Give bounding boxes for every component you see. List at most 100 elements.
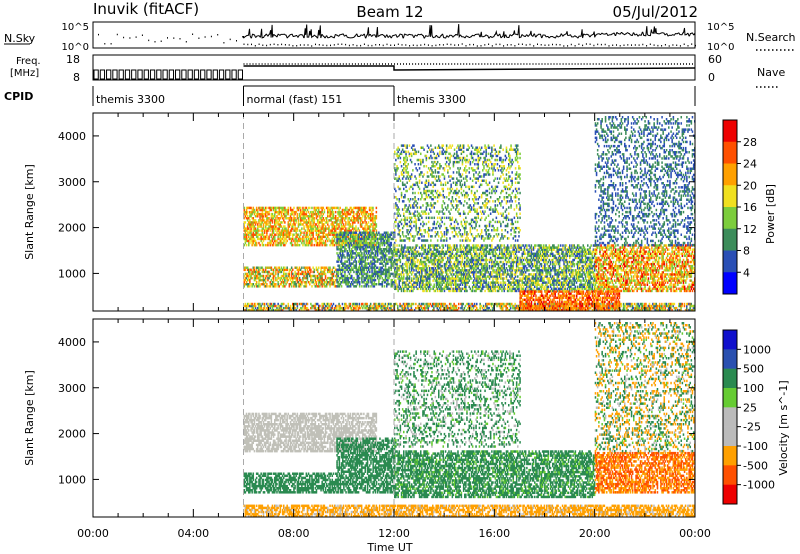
echo-cell bbox=[361, 285, 363, 287]
echo-cell bbox=[456, 267, 458, 269]
echo-cell bbox=[497, 261, 499, 263]
echo-cell bbox=[275, 242, 277, 244]
echo-cell bbox=[340, 252, 342, 254]
echo-cell bbox=[500, 281, 502, 283]
echo-cell bbox=[368, 285, 370, 287]
echo-cell bbox=[441, 265, 443, 267]
echo-cell bbox=[401, 244, 403, 246]
echo-cell bbox=[554, 267, 556, 269]
echo-cell bbox=[292, 273, 294, 275]
echo-cell bbox=[482, 284, 484, 286]
echo-cell bbox=[345, 238, 347, 240]
echo-cell bbox=[379, 244, 381, 246]
echo-cell bbox=[443, 257, 445, 259]
echo-cell bbox=[265, 238, 267, 240]
echo-cell bbox=[449, 251, 451, 253]
echo-cell bbox=[501, 290, 503, 292]
echo-cell bbox=[307, 277, 309, 279]
echo-cell bbox=[526, 246, 528, 248]
echo-cell bbox=[359, 285, 361, 287]
echo-cell bbox=[346, 207, 348, 209]
echo-cell bbox=[310, 221, 312, 223]
echo-cell bbox=[275, 285, 277, 287]
echo-cell bbox=[258, 242, 260, 244]
echo-cell bbox=[510, 284, 512, 286]
echo-cell bbox=[559, 253, 561, 255]
echo-cell bbox=[367, 271, 369, 273]
echo-cell bbox=[447, 279, 449, 281]
echo-cell bbox=[511, 273, 513, 275]
echo-cell bbox=[297, 227, 299, 229]
echo-cell bbox=[289, 236, 291, 238]
echo-cell bbox=[456, 244, 458, 246]
echo-cell bbox=[336, 252, 338, 254]
echo-cell bbox=[279, 227, 281, 229]
echo-cell bbox=[263, 225, 265, 227]
echo-cell bbox=[351, 207, 353, 209]
echo-cell bbox=[358, 275, 360, 277]
echo-cell bbox=[487, 263, 489, 265]
echo-cell bbox=[302, 244, 304, 246]
echo-cell bbox=[508, 246, 510, 248]
echo-cell bbox=[249, 242, 251, 244]
echo-cell bbox=[356, 265, 358, 267]
echo-cell bbox=[312, 227, 314, 229]
echo-cell bbox=[372, 242, 374, 244]
echo-cell bbox=[544, 257, 546, 259]
echo-cell bbox=[248, 244, 250, 246]
echo-cell bbox=[387, 260, 389, 262]
echo-cell bbox=[334, 238, 336, 240]
echo-cell bbox=[467, 257, 469, 259]
echo-cell bbox=[366, 232, 368, 234]
echo-cell bbox=[516, 267, 518, 269]
echo-cell bbox=[320, 269, 322, 271]
echo-cell bbox=[339, 285, 341, 287]
echo-cell bbox=[254, 267, 256, 269]
echo-cell bbox=[423, 253, 425, 255]
echo-cell bbox=[428, 253, 430, 255]
echo-cell bbox=[257, 209, 259, 211]
echo-cell bbox=[289, 275, 291, 277]
echo-cell bbox=[321, 244, 323, 246]
echo-cell bbox=[531, 267, 533, 269]
echo-cell bbox=[388, 277, 390, 279]
echo-cell bbox=[504, 244, 506, 246]
echo-cell bbox=[330, 219, 332, 221]
echo-cell bbox=[303, 219, 305, 221]
echo-cell bbox=[336, 242, 338, 244]
echo-cell bbox=[337, 219, 339, 221]
echo-cell bbox=[516, 290, 518, 292]
echo-cell bbox=[250, 269, 252, 271]
echo-cell bbox=[342, 271, 344, 273]
echo-cell bbox=[456, 290, 458, 292]
echo-cell bbox=[298, 209, 300, 211]
echo-cell bbox=[440, 267, 442, 269]
echo-cell bbox=[246, 236, 248, 238]
echo-cell bbox=[254, 225, 256, 227]
echo-cell bbox=[401, 273, 403, 275]
echo-cell bbox=[265, 209, 267, 211]
echo-cell bbox=[307, 275, 309, 277]
echo-cell bbox=[417, 284, 419, 286]
echo-cell bbox=[291, 242, 293, 244]
echo-cell bbox=[359, 242, 361, 244]
echo-cell bbox=[344, 256, 346, 258]
echo-cell bbox=[358, 219, 360, 221]
echo-cell bbox=[319, 225, 321, 227]
echo-cell bbox=[395, 279, 397, 281]
echo-cell bbox=[343, 223, 345, 225]
echo-cell bbox=[363, 252, 365, 254]
echo-cell bbox=[348, 252, 350, 254]
echo-cell bbox=[527, 284, 529, 286]
echo-cell bbox=[473, 251, 475, 253]
echo-cell bbox=[297, 213, 299, 215]
echo-cell bbox=[263, 275, 265, 277]
echo-cell bbox=[372, 225, 374, 227]
echo-cell bbox=[411, 277, 413, 279]
echo-cell bbox=[469, 244, 471, 246]
echo-cell bbox=[413, 284, 415, 286]
echo-cell bbox=[372, 207, 374, 209]
echo-cell bbox=[372, 213, 374, 215]
freq-tick-top: 18 bbox=[66, 53, 80, 66]
echo-cell bbox=[445, 244, 447, 246]
